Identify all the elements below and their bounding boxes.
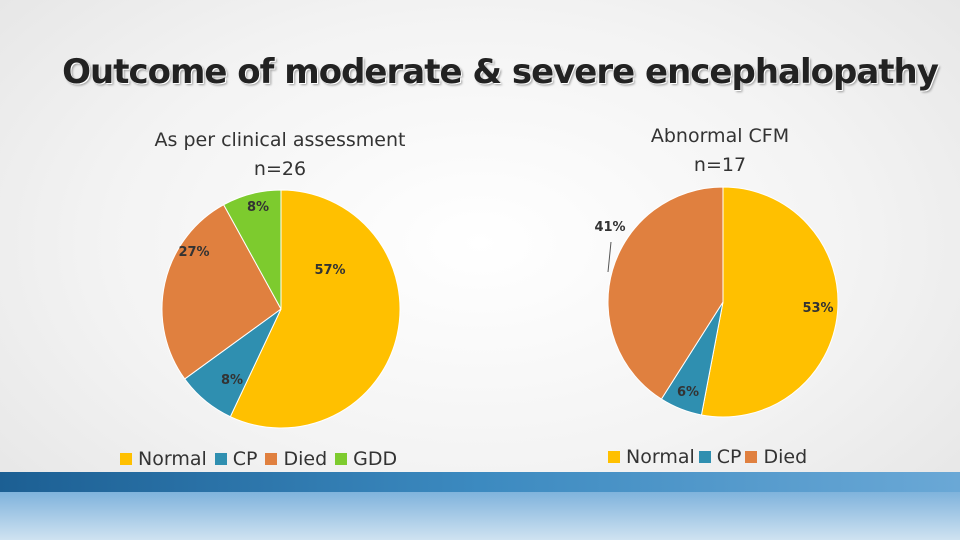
legend-swatch-died (745, 451, 758, 463)
pie0-slice-died (161, 204, 282, 380)
left-subtitle-line2: n=26 (253, 158, 307, 180)
legend-swatch-cp (214, 453, 227, 465)
pie1-slice-died (607, 186, 724, 400)
left-chart-subtitle: As per clinical assessment n=26 (130, 126, 430, 184)
legend-item-died: Died (265, 448, 327, 470)
left-subtitle-line1: As per clinical assessment (154, 129, 406, 151)
legend-swatch-normal (120, 453, 132, 465)
legend-swatch-cp (698, 451, 711, 463)
legend-item-gdd: GDD (335, 448, 397, 470)
legend-item-cp: CP (698, 446, 742, 468)
pie1-label-cp: 6% (677, 385, 699, 400)
left-legend: Normal CP Died GDD (120, 448, 405, 470)
legend-label-gdd: GDD (353, 448, 398, 470)
legend-label-cp: CP (232, 448, 258, 470)
legend-item-died: Died (745, 446, 807, 468)
right-subtitle-line1: Abnormal CFM (650, 125, 790, 147)
legend-label-cp: CP (716, 446, 742, 468)
left-pie-chart (161, 189, 401, 429)
legend-item-normal: Normal (608, 446, 695, 468)
pie1-label-normal: 53% (802, 301, 833, 316)
legend-swatch-normal (608, 451, 620, 463)
pie1-label-died: 41% (594, 220, 625, 235)
slide-title: Outcome of moderate & severe encephalopa… (62, 52, 939, 92)
right-chart-subtitle: Abnormal CFM n=17 (570, 122, 870, 180)
legend-item-normal: Normal (120, 448, 207, 470)
pie0-slice-normal (229, 189, 401, 429)
footer-band-light (0, 492, 960, 540)
legend-swatch-gdd (335, 453, 348, 465)
pie-data-labels: 57% 8% 27% 8% 53% 6% 41% (178, 200, 833, 400)
pie0-label-gdd: 8% (247, 200, 269, 215)
legend-label-died: Died (283, 448, 328, 470)
pie0-label-cp: 8% (221, 373, 243, 388)
right-legend: Normal CP Died (608, 446, 811, 468)
pie1-label-leader-line (607, 241, 612, 273)
legend-swatch-died (265, 453, 278, 465)
legend-item-cp: CP (214, 448, 258, 470)
pie0-slice-gdd (222, 189, 282, 310)
footer-band-dark (0, 472, 960, 492)
pie0-label-normal: 57% (314, 263, 345, 278)
pie0-label-died: 27% (178, 245, 209, 260)
right-subtitle-line2: n=17 (693, 154, 747, 176)
right-pie-chart (607, 186, 839, 418)
legend-label-normal: Normal (626, 446, 695, 468)
legend-label-died: Died (763, 446, 808, 468)
pie1-slice-normal (700, 186, 839, 418)
legend-label-normal: Normal (138, 448, 207, 470)
